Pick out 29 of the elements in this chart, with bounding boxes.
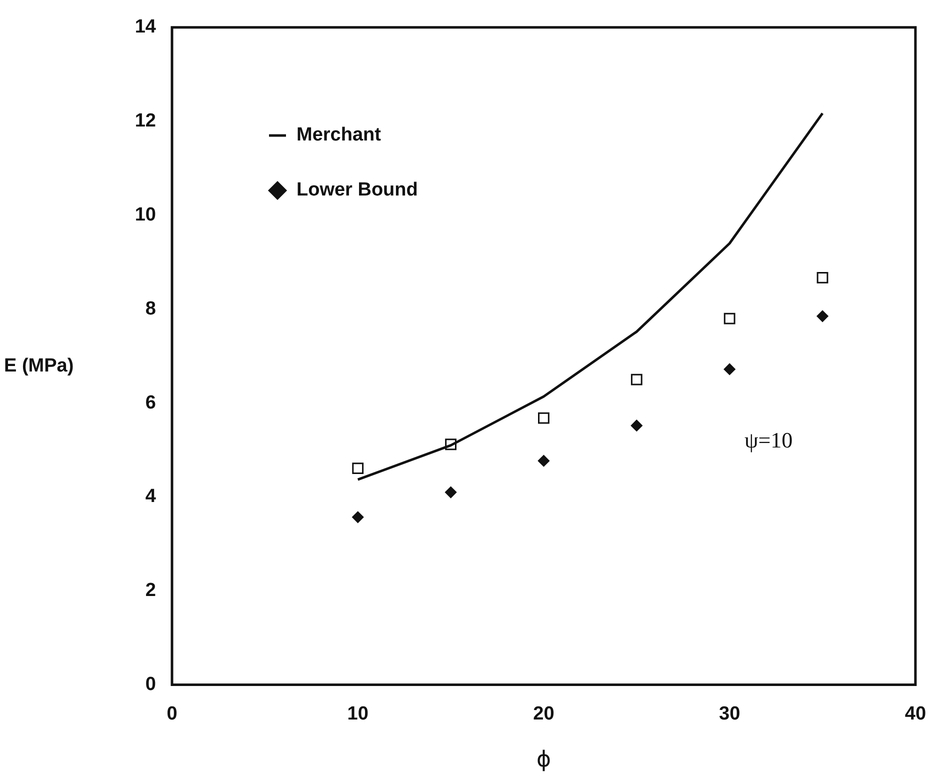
point bbox=[630, 374, 642, 386]
annotation: ψ=10 bbox=[744, 427, 793, 452]
legend-label: Lower Bound bbox=[296, 180, 418, 201]
y-tick-label: 10 bbox=[134, 204, 156, 226]
point bbox=[724, 364, 736, 375]
y-tick-label: 4 bbox=[145, 486, 156, 508]
y-tick-label: 8 bbox=[145, 298, 156, 320]
x-tick-label: 40 bbox=[904, 703, 926, 724]
x-tick-label: 30 bbox=[719, 703, 740, 724]
y-tick-label: 12 bbox=[134, 110, 156, 132]
y-tick-label: 14 bbox=[134, 16, 156, 38]
point bbox=[630, 420, 642, 432]
x-tick-label: 0 bbox=[166, 703, 178, 724]
y-axis-title: E (MPa) bbox=[4, 355, 74, 376]
x-axis-title: ϕ bbox=[536, 748, 551, 773]
y-tick-label: 2 bbox=[145, 580, 156, 602]
legend-label: Merchant bbox=[296, 124, 382, 146]
y-tick-label: 0 bbox=[145, 674, 156, 696]
point bbox=[352, 462, 364, 474]
point bbox=[816, 310, 828, 322]
point bbox=[724, 312, 736, 324]
point bbox=[538, 455, 550, 467]
x-tick-label: 10 bbox=[347, 703, 368, 724]
point bbox=[445, 486, 457, 498]
y-tick-label: 6 bbox=[145, 392, 156, 414]
point bbox=[816, 272, 828, 284]
point bbox=[352, 511, 364, 523]
point bbox=[538, 412, 550, 424]
x-tick-label: 20 bbox=[533, 703, 554, 724]
